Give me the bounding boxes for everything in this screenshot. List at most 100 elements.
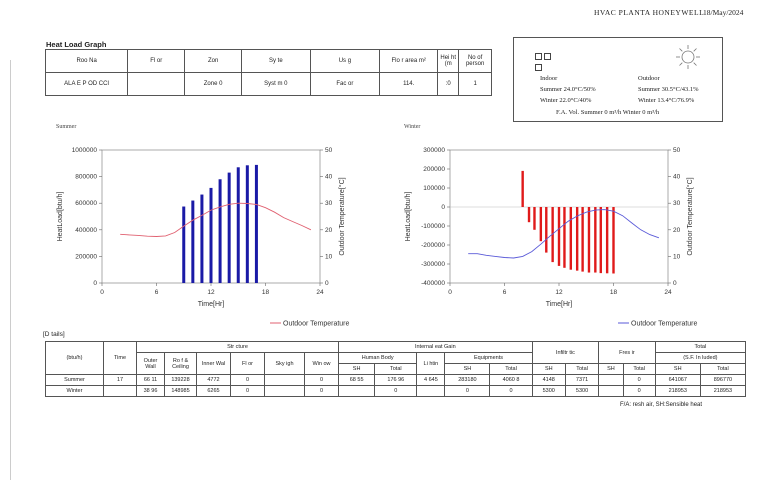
details-cell: Winter bbox=[45, 385, 104, 397]
header-room-name: Roo Na bbox=[44, 49, 129, 73]
left-margin-rule bbox=[10, 60, 11, 480]
y-tick-label: -300000 bbox=[421, 261, 445, 268]
details-cell bbox=[598, 385, 624, 397]
room-info-table: Roo Na Fl or Zon Sy te Us g Flo r area m… bbox=[44, 49, 492, 96]
details-total-col-header: Total bbox=[564, 363, 600, 375]
details-footnote: F/A: resh air, SH:Sensible heat bbox=[620, 402, 703, 408]
header-zone: Zon bbox=[184, 49, 243, 73]
y-tick-label: 200000 bbox=[423, 166, 445, 173]
details-sh-header: SH bbox=[654, 363, 701, 375]
y2-tick-label: 40 bbox=[673, 174, 681, 181]
y-tick-label: -400000 bbox=[421, 280, 445, 287]
details-header-row-3: SH Total SH Total SH Total SH Total SH T… bbox=[46, 363, 747, 375]
heat-load-bar bbox=[521, 170, 524, 207]
x-axis-label: Time[Hr] bbox=[546, 301, 573, 308]
outdoor-label: Outdoor bbox=[638, 75, 660, 82]
x-tick-label: 0 bbox=[100, 289, 104, 296]
details-total-col-header: Total bbox=[374, 363, 418, 375]
y2-tick-label: 20 bbox=[673, 227, 681, 234]
heat-load-bar bbox=[527, 207, 531, 223]
details-cell: 218953 bbox=[699, 385, 747, 397]
details-cell: Summer bbox=[45, 374, 104, 386]
y2-tick-label: 0 bbox=[325, 280, 329, 287]
y2-tick-label: 10 bbox=[673, 253, 681, 260]
details-cell: 0 bbox=[622, 374, 656, 386]
details-cell: 0 bbox=[622, 385, 656, 397]
outdoor-temperature-line bbox=[468, 209, 660, 259]
report-header-title: HVAC PLANTA HONEYWELL bbox=[594, 8, 705, 17]
heat-load-bar bbox=[563, 207, 566, 268]
y-axis-label: HeatLoad[btu/h] bbox=[405, 192, 412, 242]
y2-tick-label: 0 bbox=[673, 280, 677, 287]
heat-load-bar bbox=[599, 207, 602, 274]
details-cell: 0 bbox=[374, 385, 418, 397]
details-table: (btu/h) Time Str cture Internal eat Gain… bbox=[45, 341, 747, 397]
checkbox-icon bbox=[535, 53, 542, 60]
details-cell bbox=[337, 385, 376, 397]
details-label: [D tails] bbox=[43, 331, 65, 338]
y-tick-label: 300000 bbox=[423, 147, 445, 154]
heat-load-bar bbox=[557, 207, 561, 266]
heat-load-bar bbox=[191, 200, 195, 283]
details-cell bbox=[264, 385, 305, 397]
details-cell bbox=[103, 385, 137, 397]
details-cell: 6265 bbox=[196, 385, 231, 397]
details-cell: 4 645 bbox=[416, 374, 446, 386]
details-lighting-header: Li htin bbox=[416, 352, 446, 375]
details-cell bbox=[416, 385, 446, 397]
details-cell: 17 bbox=[103, 374, 137, 386]
details-cell: 4772 bbox=[196, 374, 231, 386]
details-time-header: Time bbox=[103, 341, 137, 375]
heat-load-bar bbox=[594, 207, 597, 273]
details-total-subheader: (S.F. In luded) bbox=[654, 352, 747, 364]
details-total-header: Total bbox=[654, 341, 747, 353]
details-sh-header: SH bbox=[531, 363, 566, 375]
y-tick-label: 100000 bbox=[423, 185, 445, 192]
details-cell: 0 bbox=[304, 385, 339, 397]
fresh-air-volume: F.A. Vol. Summer 0 m³/h Winter 0 m³/h bbox=[556, 109, 660, 116]
heat-load-bar bbox=[182, 206, 186, 283]
x-tick-label: 18 bbox=[610, 289, 618, 296]
details-infiltration-header: Infiltr tic bbox=[531, 341, 600, 364]
details-cell: 148985 bbox=[164, 385, 197, 397]
y2-tick-label: 30 bbox=[325, 200, 333, 207]
y-tick-label: 600000 bbox=[75, 200, 97, 207]
heat-load-bar bbox=[218, 179, 222, 283]
header-system: Sy te bbox=[241, 49, 311, 73]
header-floor-area: Flo r area m² bbox=[379, 49, 439, 73]
heat-load-bar bbox=[227, 172, 231, 283]
sun-icon bbox=[676, 45, 700, 69]
x-tick-label: 6 bbox=[503, 289, 507, 296]
outdoor-temperature-line bbox=[120, 202, 312, 237]
details-sh-header: SH bbox=[337, 363, 376, 375]
details-cell: 139228 bbox=[164, 374, 197, 386]
details-row-winter: Winter 38 96 148985 6265 0 0 0 0 0 5300 … bbox=[45, 385, 747, 397]
header-floor: Fl or bbox=[127, 49, 186, 73]
cell-floor bbox=[127, 72, 186, 96]
winter-chart-title: Winter bbox=[404, 124, 421, 130]
details-cell: 5300 bbox=[564, 385, 600, 397]
y2-tick-label: 50 bbox=[325, 147, 333, 154]
winter-outdoor-condition: Winter 13.4°C/76.9% bbox=[638, 97, 695, 104]
summer-chart-title: Summer bbox=[56, 124, 77, 130]
x-tick-label: 6 bbox=[155, 289, 159, 296]
heat-load-bar bbox=[245, 165, 249, 283]
cell-height: :0 bbox=[437, 72, 460, 96]
heat-load-bar bbox=[551, 207, 554, 263]
y-tick-label: -200000 bbox=[421, 242, 445, 249]
details-cell: 176 96 bbox=[374, 374, 418, 386]
details-cell: 7371 bbox=[564, 374, 600, 386]
x-tick-label: 24 bbox=[316, 289, 324, 296]
heat-load-bar bbox=[587, 207, 591, 273]
heat-load-bar bbox=[612, 207, 615, 274]
heat-load-bar bbox=[569, 207, 573, 270]
heat-load-bar bbox=[581, 207, 584, 272]
report-date: 18/May/2024 bbox=[703, 8, 744, 17]
y2-tick-label: 50 bbox=[673, 147, 681, 154]
header-height: Hei ht (m bbox=[437, 49, 460, 73]
details-cell: 283180 bbox=[444, 374, 491, 386]
header-persons: No of person bbox=[458, 49, 492, 73]
details-cell: 896770 bbox=[699, 374, 747, 386]
y2-axis-label: Outdoor Temperature[°C] bbox=[338, 177, 346, 255]
details-sh-header: SH bbox=[598, 363, 624, 375]
